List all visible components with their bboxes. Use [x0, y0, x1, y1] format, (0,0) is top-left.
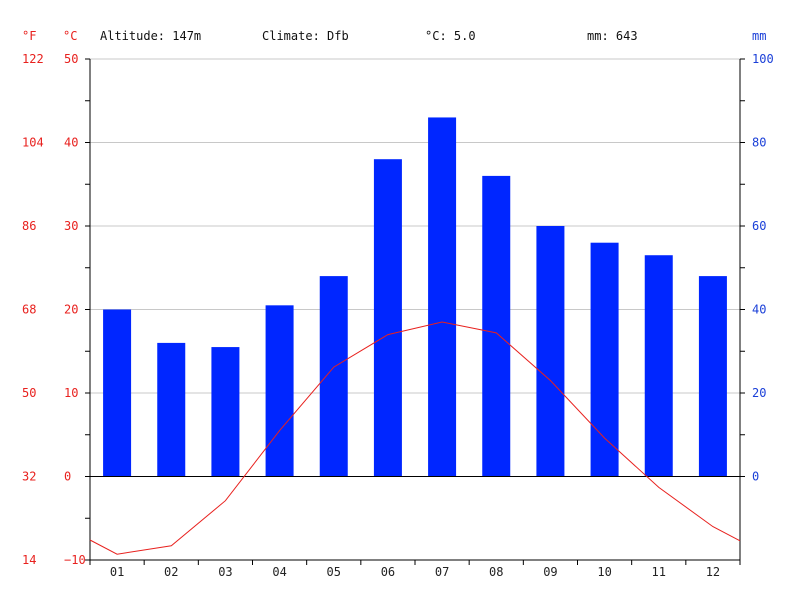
precip-bar-09 — [536, 226, 565, 477]
precip-label: mm: 643 — [587, 29, 638, 43]
precip-bar-03 — [211, 347, 240, 477]
celsius-unit-label: °C — [63, 29, 77, 43]
celsius-tick-label: −10 — [64, 553, 86, 567]
fahrenheit-tick-label: 68 — [22, 303, 36, 317]
month-label: 03 — [218, 565, 232, 579]
celsius-tick-label: 30 — [64, 219, 78, 233]
month-label: 09 — [543, 565, 557, 579]
precip-bar-07 — [428, 117, 457, 477]
mm-tick-label: 40 — [752, 303, 766, 317]
celsius-tick-label: 0 — [64, 470, 71, 484]
fahrenheit-tick-label: 86 — [22, 219, 36, 233]
precip-bar-02 — [157, 342, 186, 477]
month-label: 06 — [381, 565, 395, 579]
temperature-line — [89, 321, 741, 555]
precipitation-bars — [103, 117, 727, 477]
mm-tick-label: 60 — [752, 219, 766, 233]
precip-bar-04 — [265, 305, 294, 477]
fahrenheit-tick-label: 122 — [22, 52, 44, 66]
month-label: 11 — [652, 565, 666, 579]
celsius-tick-label: 20 — [64, 303, 78, 317]
month-label: 08 — [489, 565, 503, 579]
month-label: 10 — [597, 565, 611, 579]
month-label: 02 — [164, 565, 178, 579]
celsius-tick-label: 10 — [64, 386, 78, 400]
month-label: 05 — [327, 565, 341, 579]
altitude-label: Altitude: 147m — [100, 29, 201, 43]
month-label: 07 — [435, 565, 449, 579]
climate-label: Climate: Dfb — [262, 29, 349, 43]
precip-bar-10 — [590, 242, 619, 477]
mm-unit-label: mm — [752, 29, 766, 43]
precip-bar-12 — [698, 276, 727, 477]
month-label: 04 — [272, 565, 286, 579]
fahrenheit-unit-label: °F — [22, 29, 36, 43]
axes — [85, 58, 745, 565]
month-label: 12 — [706, 565, 720, 579]
precip-bar-08 — [482, 175, 511, 477]
mm-tick-label: 80 — [752, 136, 766, 150]
tick-labels: 5012240104308620681050032−10141008060402… — [22, 52, 774, 579]
fahrenheit-tick-label: 50 — [22, 386, 36, 400]
mm-tick-label: 100 — [752, 52, 774, 66]
avg-temp-label: °C: 5.0 — [425, 29, 476, 43]
precip-bar-01 — [103, 309, 132, 477]
temperature-line-group — [89, 321, 741, 555]
fahrenheit-tick-label: 14 — [22, 553, 36, 567]
celsius-tick-label: 40 — [64, 136, 78, 150]
grid-lines — [90, 58, 740, 394]
precip-bar-05 — [319, 276, 348, 477]
celsius-tick-label: 50 — [64, 52, 78, 66]
fahrenheit-tick-label: 104 — [22, 136, 44, 150]
precip-bar-06 — [373, 159, 402, 477]
month-label: 01 — [110, 565, 124, 579]
mm-tick-label: 0 — [752, 470, 759, 484]
mm-tick-label: 20 — [752, 386, 766, 400]
fahrenheit-tick-label: 32 — [22, 470, 36, 484]
precip-bar-11 — [644, 255, 673, 477]
